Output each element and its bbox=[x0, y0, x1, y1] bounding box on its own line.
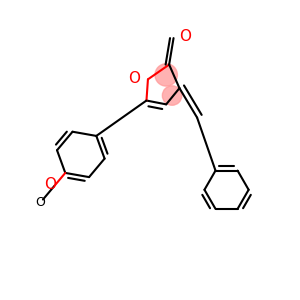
Text: O: O bbox=[179, 29, 191, 44]
Text: O: O bbox=[128, 71, 140, 86]
Circle shape bbox=[155, 64, 177, 86]
Text: O: O bbox=[36, 196, 46, 209]
Text: O: O bbox=[44, 177, 56, 192]
Circle shape bbox=[162, 86, 182, 105]
